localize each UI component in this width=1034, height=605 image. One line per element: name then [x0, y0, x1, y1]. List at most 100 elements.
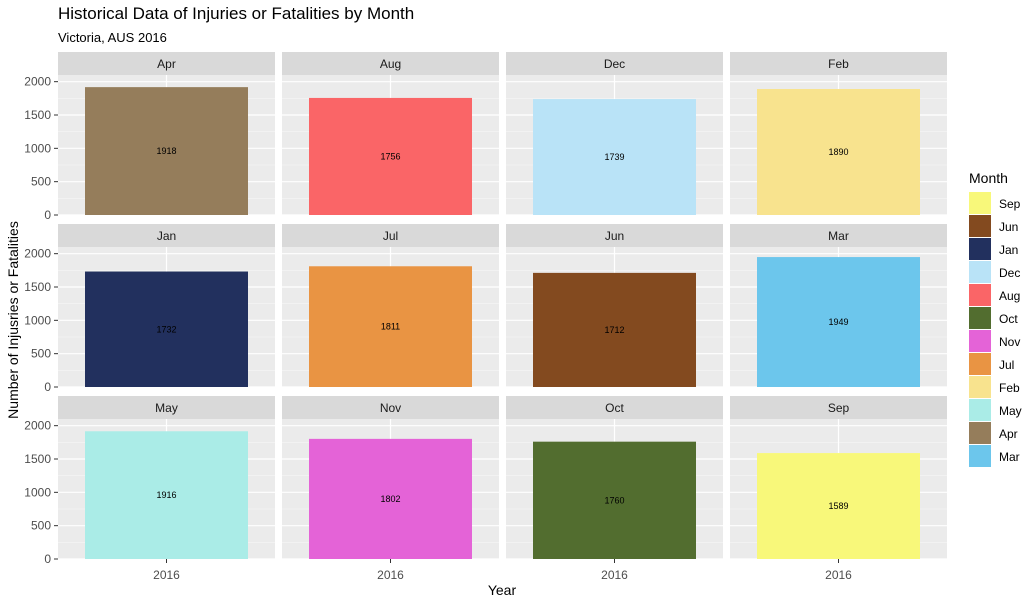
facet-strip-label: Dec: [604, 57, 625, 71]
facet-panel-jun: Jun 1712: [506, 224, 723, 388]
legend-item-sep: Sep: [969, 192, 1021, 214]
facet-strip: [730, 52, 947, 75]
legend-item-jul: Jul: [969, 353, 1014, 375]
facet-strip-label: Sep: [828, 401, 850, 415]
facet-strip: [730, 396, 947, 419]
facet-strip: [58, 396, 275, 419]
facet-strip: [506, 396, 723, 419]
chart-subtitle: Victoria, AUS 2016: [58, 30, 167, 45]
legend-swatch: [969, 422, 991, 444]
y-tick-label: 0: [44, 208, 51, 222]
y-tick-label: 2000: [24, 247, 51, 261]
y-tick-label: 0: [44, 552, 51, 566]
chart-title: Historical Data of Injuries or Fatalitie…: [58, 4, 415, 23]
legend-label: Apr: [999, 427, 1018, 441]
facet-strip: [506, 224, 723, 247]
y-tick-label: 500: [31, 347, 51, 361]
bar-apr: [85, 87, 248, 215]
facet-panel-mar: Mar 1949: [730, 224, 947, 388]
y-tick-label: 500: [31, 519, 51, 533]
facet-panel-dec: Dec 1739: [506, 52, 723, 216]
y-tick-label: 2000: [24, 75, 51, 89]
facet-panel-apr: Apr 1918: [58, 52, 275, 216]
legend-label: Aug: [999, 289, 1020, 303]
bar-nov: [309, 438, 472, 559]
bar-data-label: 1811: [381, 322, 400, 332]
legend-swatch: [969, 445, 991, 467]
legend-item-mar: Mar: [969, 445, 1020, 467]
bar-data-label: 1589: [828, 501, 848, 511]
legend-item-feb: Feb: [969, 376, 1020, 398]
bar-data-label: 1890: [828, 147, 848, 157]
facet-panel-sep: Sep 1589: [730, 396, 947, 560]
facet-strip: [506, 52, 723, 75]
legend-label: Jun: [999, 220, 1018, 234]
bar-data-label: 1760: [604, 495, 624, 505]
facet-strip-label: Apr: [157, 57, 176, 71]
legend-swatch: [969, 353, 991, 375]
y-tick-label: 0: [44, 380, 51, 394]
legend-item-oct: Oct: [969, 307, 1018, 329]
legend-item-apr: Apr: [969, 422, 1018, 444]
x-tick-label: 2016: [825, 568, 852, 582]
facet-strip-label: Feb: [828, 57, 849, 71]
facet-strip-label: May: [155, 401, 178, 415]
legend-title: Month: [969, 170, 1008, 186]
legend-swatch: [969, 399, 991, 421]
bar-data-label: 1712: [604, 325, 624, 335]
legend-label: Oct: [999, 312, 1018, 326]
y-tick-label: 1500: [24, 452, 51, 466]
x-tick-label: 2016: [153, 568, 180, 582]
bar-data-label: 1739: [604, 152, 624, 162]
y-tick-label: 1000: [24, 485, 51, 499]
facet-panel-oct: Oct 1760: [506, 396, 723, 560]
legend-label: Jul: [999, 358, 1014, 372]
x-tick-label: 2016: [377, 568, 404, 582]
bar-aug: [309, 97, 472, 215]
facet-strip: [282, 396, 499, 419]
bar-mar: [757, 257, 920, 387]
facet-panel-feb: Feb 1890: [730, 52, 947, 216]
bar-may: [85, 431, 248, 559]
y-tick-label: 1000: [24, 313, 51, 327]
legend-swatch: [969, 215, 991, 237]
legend-swatch: [969, 307, 991, 329]
y-tick-label: 500: [31, 175, 51, 189]
bar-oct: [533, 441, 696, 559]
facet-strip: [58, 52, 275, 75]
facet-panel-nov: Nov 1802: [282, 396, 499, 560]
legend-label: Dec: [999, 266, 1020, 280]
legend-label: Nov: [999, 335, 1020, 349]
bar-feb: [757, 89, 920, 215]
bar-data-label: 1802: [380, 494, 400, 504]
legend-label: May: [999, 404, 1022, 418]
facet-strip-label: Aug: [380, 57, 401, 71]
x-tick-label: 2016: [601, 568, 628, 582]
legend-swatch: [969, 238, 991, 260]
facet-strip-label: Oct: [605, 401, 624, 415]
facet-strip: [282, 52, 499, 75]
bar-data-label: 1756: [380, 151, 400, 161]
x-axis-title: Year: [488, 582, 517, 598]
bar-sep: [757, 453, 920, 559]
legend-swatch: [969, 192, 991, 214]
bar-dec: [533, 99, 696, 215]
facet-strip-label: Jun: [605, 229, 624, 243]
legend-swatch: [969, 284, 991, 306]
bar-data-label: 1918: [156, 146, 176, 156]
bar-data-label: 1732: [156, 324, 176, 334]
y-tick-label: 1500: [24, 280, 51, 294]
legend-item-jan: Jan: [969, 238, 1018, 260]
y-tick-label: 1000: [24, 141, 51, 155]
legend-label: Feb: [999, 381, 1020, 395]
bar-jun: [533, 272, 696, 387]
legend-label: Jan: [999, 243, 1018, 257]
legend-swatch: [969, 376, 991, 398]
legend-label: Mar: [999, 450, 1020, 464]
facet-strip-label: Nov: [380, 401, 401, 415]
facet-strip: [730, 224, 947, 247]
facet-strip: [58, 224, 275, 247]
facet-panel-aug: Aug 1756: [282, 52, 499, 216]
facet-panel-jul: Jul 1811: [282, 224, 499, 388]
